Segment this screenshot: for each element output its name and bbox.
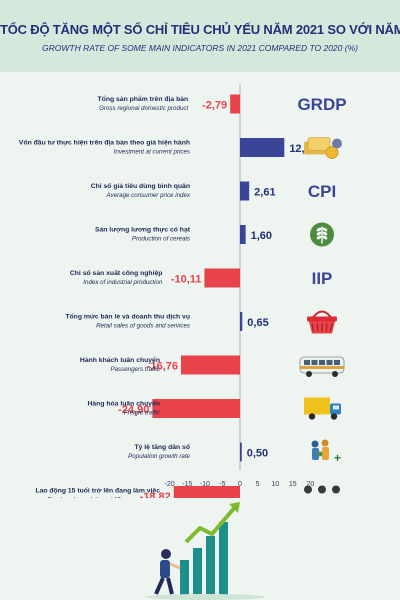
- svg-text:+: +: [334, 451, 341, 465]
- workers-icon: [304, 485, 340, 494]
- category-label-3: Chỉ số giá tiêu dùng bình quân: [91, 182, 190, 190]
- value-label-3: 2,61: [254, 187, 275, 199]
- bar-8: [152, 399, 240, 418]
- category-label-1: Tổng sản phẩm trên địa bàn: [98, 95, 189, 103]
- grdp-text-icon: GRDP: [297, 95, 346, 114]
- bar-7: [181, 355, 240, 375]
- category-label-7: Hành khách luân chuyển: [80, 356, 160, 364]
- bar-2: [240, 138, 285, 157]
- x-tick-label-7: 10: [271, 481, 279, 488]
- value-label-1: -2,79: [202, 100, 227, 112]
- value-label-10: -18,82: [140, 491, 171, 498]
- svg-text:IIP: IIP: [312, 269, 333, 288]
- header-band: [0, 0, 400, 72]
- grain-icon: [310, 222, 334, 247]
- value-label-9: 0,50: [247, 448, 268, 460]
- growth-chart-illustration: [145, 502, 265, 600]
- population-icon: +: [311, 439, 341, 465]
- x-tick-label-9: 20: [307, 481, 315, 488]
- x-tick-label-4: -5: [219, 481, 225, 488]
- svg-text:CPI: CPI: [308, 182, 336, 201]
- value-label-5: -10,11: [171, 274, 202, 286]
- truck-icon: [304, 397, 341, 420]
- bar-1: [230, 94, 240, 114]
- category-sublabel-2: Investment at current prices: [114, 149, 190, 156]
- category-sublabel-7: Passengers traffic: [110, 366, 160, 373]
- bar-5: [204, 268, 240, 288]
- person-pushing-icon: [154, 549, 181, 595]
- value-label-8: -24,90: [118, 404, 149, 416]
- category-sublabel-4: Production of cereals: [132, 236, 190, 243]
- category-sublabel-1: Gross regional domestic product: [99, 105, 188, 112]
- value-label-6: 0,65: [247, 317, 268, 329]
- cpi-text-icon: CPI: [308, 182, 336, 201]
- category-label-5: Chỉ số sản xuất công nghiệp: [70, 269, 163, 277]
- shopping-basket-icon: [307, 310, 337, 334]
- bar-chart: -2,79 Tổng sản phẩm trên địa bàn Gross reg…: [19, 84, 347, 499]
- category-sublabel-3: Average consumer price index: [106, 192, 191, 199]
- bar-4: [240, 225, 246, 244]
- chart-subtitle: GROWTH RATE OF SOME MAIN INDICATORS IN 2…: [42, 43, 358, 53]
- category-sublabel-10: Employed population at 15+ years of age: [47, 497, 160, 499]
- x-tick-label-8: 15: [289, 481, 297, 488]
- chart-title: TỐC ĐỘ TĂNG MỘT SỐ CHỈ TIÊU CHỦ YẾU NĂM …: [0, 22, 400, 37]
- bus-icon: [299, 356, 345, 377]
- category-sublabel-6: Retail sales of goods and services: [96, 323, 190, 330]
- category-sublabel-8: Freight traffic: [124, 410, 161, 417]
- category-label-8: Hàng hóa luân chuyển: [87, 400, 160, 408]
- iip-text-icon: IIP: [312, 269, 333, 288]
- x-tick-label-3: -10: [200, 481, 210, 488]
- category-label-10: Lao động 15 tuổi trở lên đang làm việc: [35, 487, 160, 495]
- category-sublabel-9: Population growth rate: [128, 453, 190, 460]
- money-icon: [304, 137, 342, 159]
- category-label-9: Tỷ lệ tăng dân số: [134, 443, 190, 451]
- category-label-2: Vốn đầu tư thực hiện trên địa bàn theo g…: [19, 138, 190, 147]
- bar-3: [240, 181, 250, 201]
- bar-6: [240, 312, 243, 331]
- x-tick-label-6: 5: [256, 481, 260, 488]
- x-tick-label-5: 0: [238, 481, 242, 488]
- x-tick-label-2: -15: [182, 481, 192, 488]
- chart-background: [0, 72, 400, 600]
- category-sublabel-5: Index of industrial production: [83, 279, 163, 286]
- svg-text:GRDP: GRDP: [297, 95, 346, 114]
- x-tick-label-1: -20: [165, 481, 175, 488]
- growth-illustration: [145, 502, 265, 600]
- bar-9: [240, 442, 242, 462]
- bar-10: [173, 486, 240, 498]
- value-label-4: 1,60: [251, 230, 272, 242]
- category-label-4: Sản lượng lương thực có hạt: [95, 227, 191, 234]
- value-label-7: -16,76: [147, 361, 178, 373]
- category-label-6: Tổng mức bán lẻ và doanh thu dịch vụ: [65, 313, 190, 321]
